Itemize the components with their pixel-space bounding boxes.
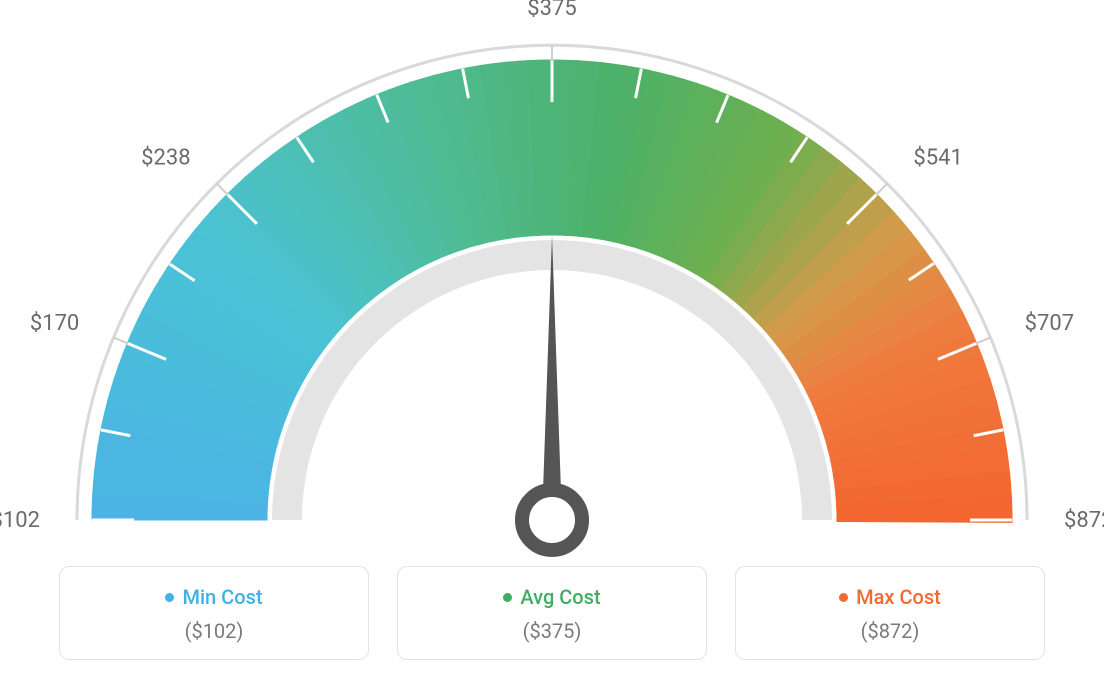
gauge-svg: $102 $170 $238 $375 $541 $707 $872 bbox=[0, 0, 1104, 560]
svg-text:$102: $102 bbox=[0, 508, 40, 533]
cost-gauge-infographic: $102 $170 $238 $375 $541 $707 $872 Min Cost ($… bbox=[0, 0, 1104, 690]
dot-icon bbox=[839, 593, 848, 602]
gauge-chart: $102 $170 $238 $375 $541 $707 $872 bbox=[0, 0, 1104, 560]
svg-text:$375: $375 bbox=[527, 0, 576, 21]
legend-title-text: Min Cost bbox=[182, 585, 262, 609]
legend-value-max: ($872) bbox=[746, 619, 1034, 643]
legend-row: Min Cost ($102) Avg Cost ($375) Max Cost… bbox=[50, 566, 1054, 660]
legend-card-max: Max Cost ($872) bbox=[735, 566, 1045, 660]
legend-value-avg: ($375) bbox=[408, 619, 696, 643]
svg-text:$707: $707 bbox=[1025, 311, 1074, 336]
legend-card-min: Min Cost ($102) bbox=[59, 566, 369, 660]
legend-title-text: Max Cost bbox=[856, 585, 941, 609]
legend-value-min: ($102) bbox=[70, 619, 358, 643]
svg-text:$872: $872 bbox=[1064, 508, 1104, 533]
svg-text:$238: $238 bbox=[141, 145, 190, 170]
dot-icon bbox=[165, 593, 174, 602]
dot-icon bbox=[503, 593, 512, 602]
svg-text:$541: $541 bbox=[913, 145, 962, 170]
legend-title-avg: Avg Cost bbox=[503, 585, 600, 609]
legend-title-max: Max Cost bbox=[839, 585, 941, 609]
legend-title-text: Avg Cost bbox=[520, 585, 600, 609]
svg-text:$170: $170 bbox=[30, 311, 79, 336]
legend-card-avg: Avg Cost ($375) bbox=[397, 566, 707, 660]
legend-title-min: Min Cost bbox=[165, 585, 262, 609]
